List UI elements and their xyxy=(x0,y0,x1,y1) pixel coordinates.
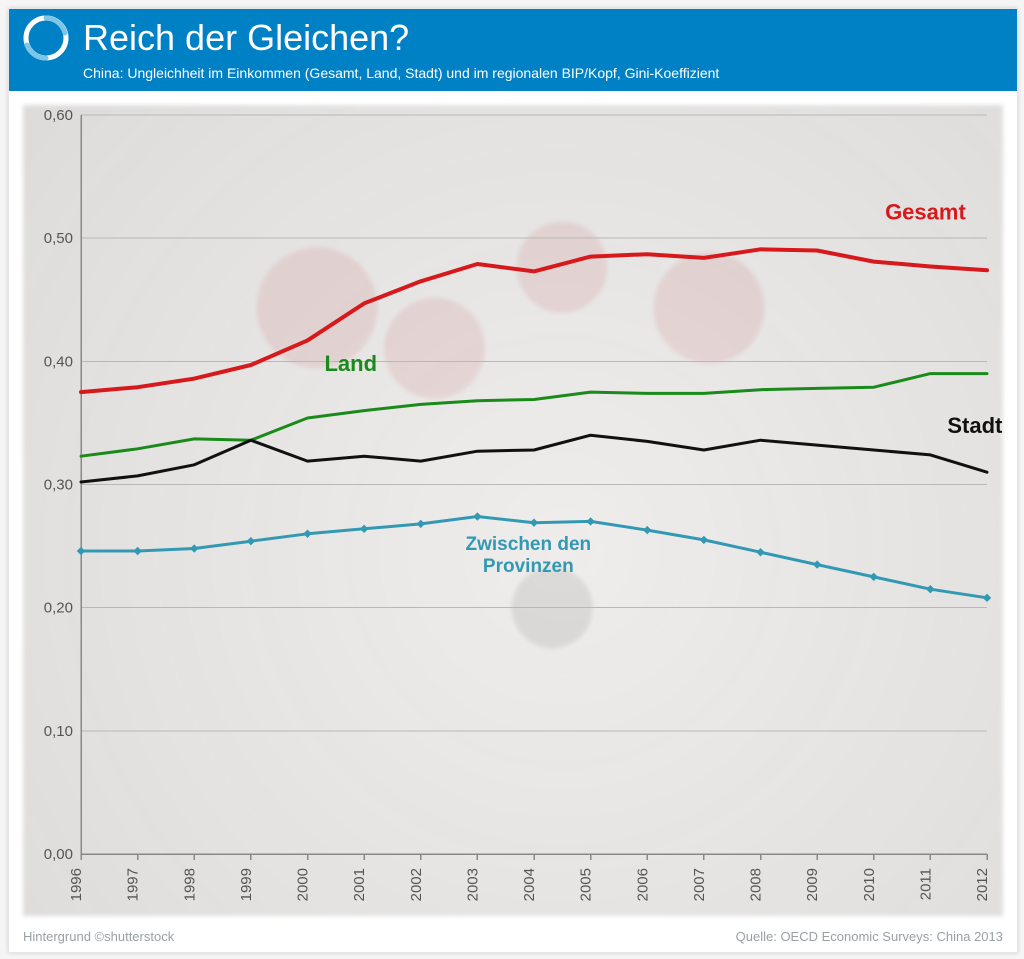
series-provinzen-marker xyxy=(417,520,424,527)
x-tick-label: 2010 xyxy=(861,868,878,901)
x-tick-label: 1997 xyxy=(125,868,142,901)
x-tick-label: 2008 xyxy=(748,868,765,901)
y-tick-label: 0,20 xyxy=(44,600,73,617)
series-provinzen-marker xyxy=(757,549,764,556)
x-tick-label: 2003 xyxy=(464,868,481,901)
oecd-logo-icon xyxy=(23,15,69,61)
x-tick-label: 2011 xyxy=(917,868,934,900)
y-tick-label: 0,10 xyxy=(44,723,73,740)
series-provinzen-marker xyxy=(700,536,707,543)
series-label-stadt: Stadt xyxy=(947,413,1003,438)
series-provinzen-marker xyxy=(247,538,254,545)
series-provinzen-marker xyxy=(587,518,594,525)
y-tick-label: 0,60 xyxy=(44,107,73,124)
y-tick-label: 0,40 xyxy=(44,353,73,370)
series-land xyxy=(81,374,987,457)
x-tick-label: 1999 xyxy=(238,868,255,901)
chart-area: 0,00 0,10 0,20 0,30 0,40 0,50 0,60 1996 1997 1998… xyxy=(23,105,1003,916)
series-provinzen-marker xyxy=(870,573,877,580)
x-tick-label: 2009 xyxy=(804,868,821,901)
header-row: Reich der Gleichen? xyxy=(23,15,1003,61)
series-provinzen-marker xyxy=(361,525,368,532)
x-tick-label: 2001 xyxy=(351,868,368,901)
series-provinzen-marker xyxy=(984,594,991,601)
y-tick-label: 0,30 xyxy=(44,477,73,494)
series-provinzen-marker xyxy=(191,545,198,552)
x-tick-label: 2012 xyxy=(974,868,991,901)
series-provinzen-marker xyxy=(78,548,85,555)
series-provinzen-marker xyxy=(644,527,651,534)
y-tick-label: 0,00 xyxy=(44,846,73,863)
x-tick-label: 1996 xyxy=(68,868,85,901)
line-chart: 0,00 0,10 0,20 0,30 0,40 0,50 0,60 1996 1997 1998… xyxy=(23,105,1003,916)
x-tick-label: 2004 xyxy=(521,868,538,901)
x-tick-label: 2006 xyxy=(634,868,651,901)
series-gesamt xyxy=(81,249,987,392)
series-label-land: Land xyxy=(324,351,377,376)
series-provinzen-marker xyxy=(134,548,141,555)
x-tick-label: 2002 xyxy=(408,868,425,901)
footer-credit-right: Quelle: OECD Economic Surveys: China 201… xyxy=(736,929,1003,944)
series-label-gesamt: Gesamt xyxy=(885,200,966,225)
series-provinzen-marker xyxy=(304,530,311,537)
series-stadt xyxy=(81,435,987,482)
x-tick-label: 2007 xyxy=(691,868,708,901)
chart-card: Reich der Gleichen? China: Ungleichheit … xyxy=(8,8,1018,953)
series-provinzen-marker xyxy=(531,519,538,526)
series-provinzen-marker xyxy=(927,586,934,593)
series-label-provinzen: Zwischen den xyxy=(466,534,592,555)
x-tick-label: 2005 xyxy=(578,868,595,901)
chart-subtitle: China: Ungleichheit im Einkommen (Gesamt… xyxy=(83,65,1003,81)
footer-credit-left: Hintergrund ©shutterstock xyxy=(23,929,174,944)
chart-title: Reich der Gleichen? xyxy=(83,18,409,58)
y-tick-label: 0,50 xyxy=(44,230,73,247)
x-tick-label: 2000 xyxy=(295,868,312,901)
header: Reich der Gleichen? China: Ungleichheit … xyxy=(9,9,1017,91)
series-provinzen-marker xyxy=(814,561,821,568)
series-label-provinzen: Provinzen xyxy=(483,556,574,577)
series-provinzen-marker xyxy=(474,513,481,520)
x-tick-label: 1998 xyxy=(181,868,198,901)
